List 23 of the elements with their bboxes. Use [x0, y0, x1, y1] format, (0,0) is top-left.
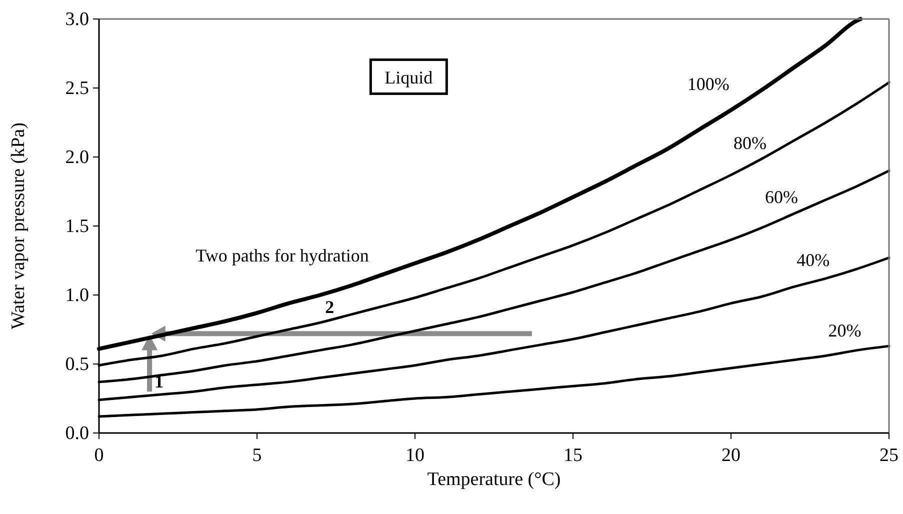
y-tick-label: 0.0 [65, 423, 89, 444]
x-tick-label: 25 [880, 445, 898, 466]
x-tick-label: 0 [94, 445, 104, 466]
series-label: 20% [828, 320, 862, 340]
y-tick-label: 2.5 [65, 78, 89, 99]
y-tick-label: 0.5 [65, 354, 89, 375]
series-label: 100% [687, 74, 730, 94]
series-label: 60% [765, 187, 798, 208]
x-axis-title: Temperature (°C) [427, 469, 561, 490]
x-tick-label: 15 [564, 445, 582, 466]
x-tick-label: 10 [406, 445, 424, 466]
annotation: Two paths for hydration [196, 246, 369, 266]
y-tick-label: 1.0 [65, 285, 89, 306]
annotation: 2 [325, 296, 334, 317]
y-tick-label: 1.5 [65, 216, 89, 237]
annotation: Liquid [384, 68, 433, 88]
x-tick-label: 20 [722, 445, 740, 466]
series-label: 40% [796, 250, 830, 270]
y-axis-title: Water vapor pressure (kPa) [8, 122, 29, 330]
y-tick-label: 2.0 [65, 147, 89, 168]
series-label: 80% [733, 133, 766, 154]
y-tick-label: 3.0 [65, 9, 89, 30]
x-tick-label: 5 [252, 445, 262, 466]
